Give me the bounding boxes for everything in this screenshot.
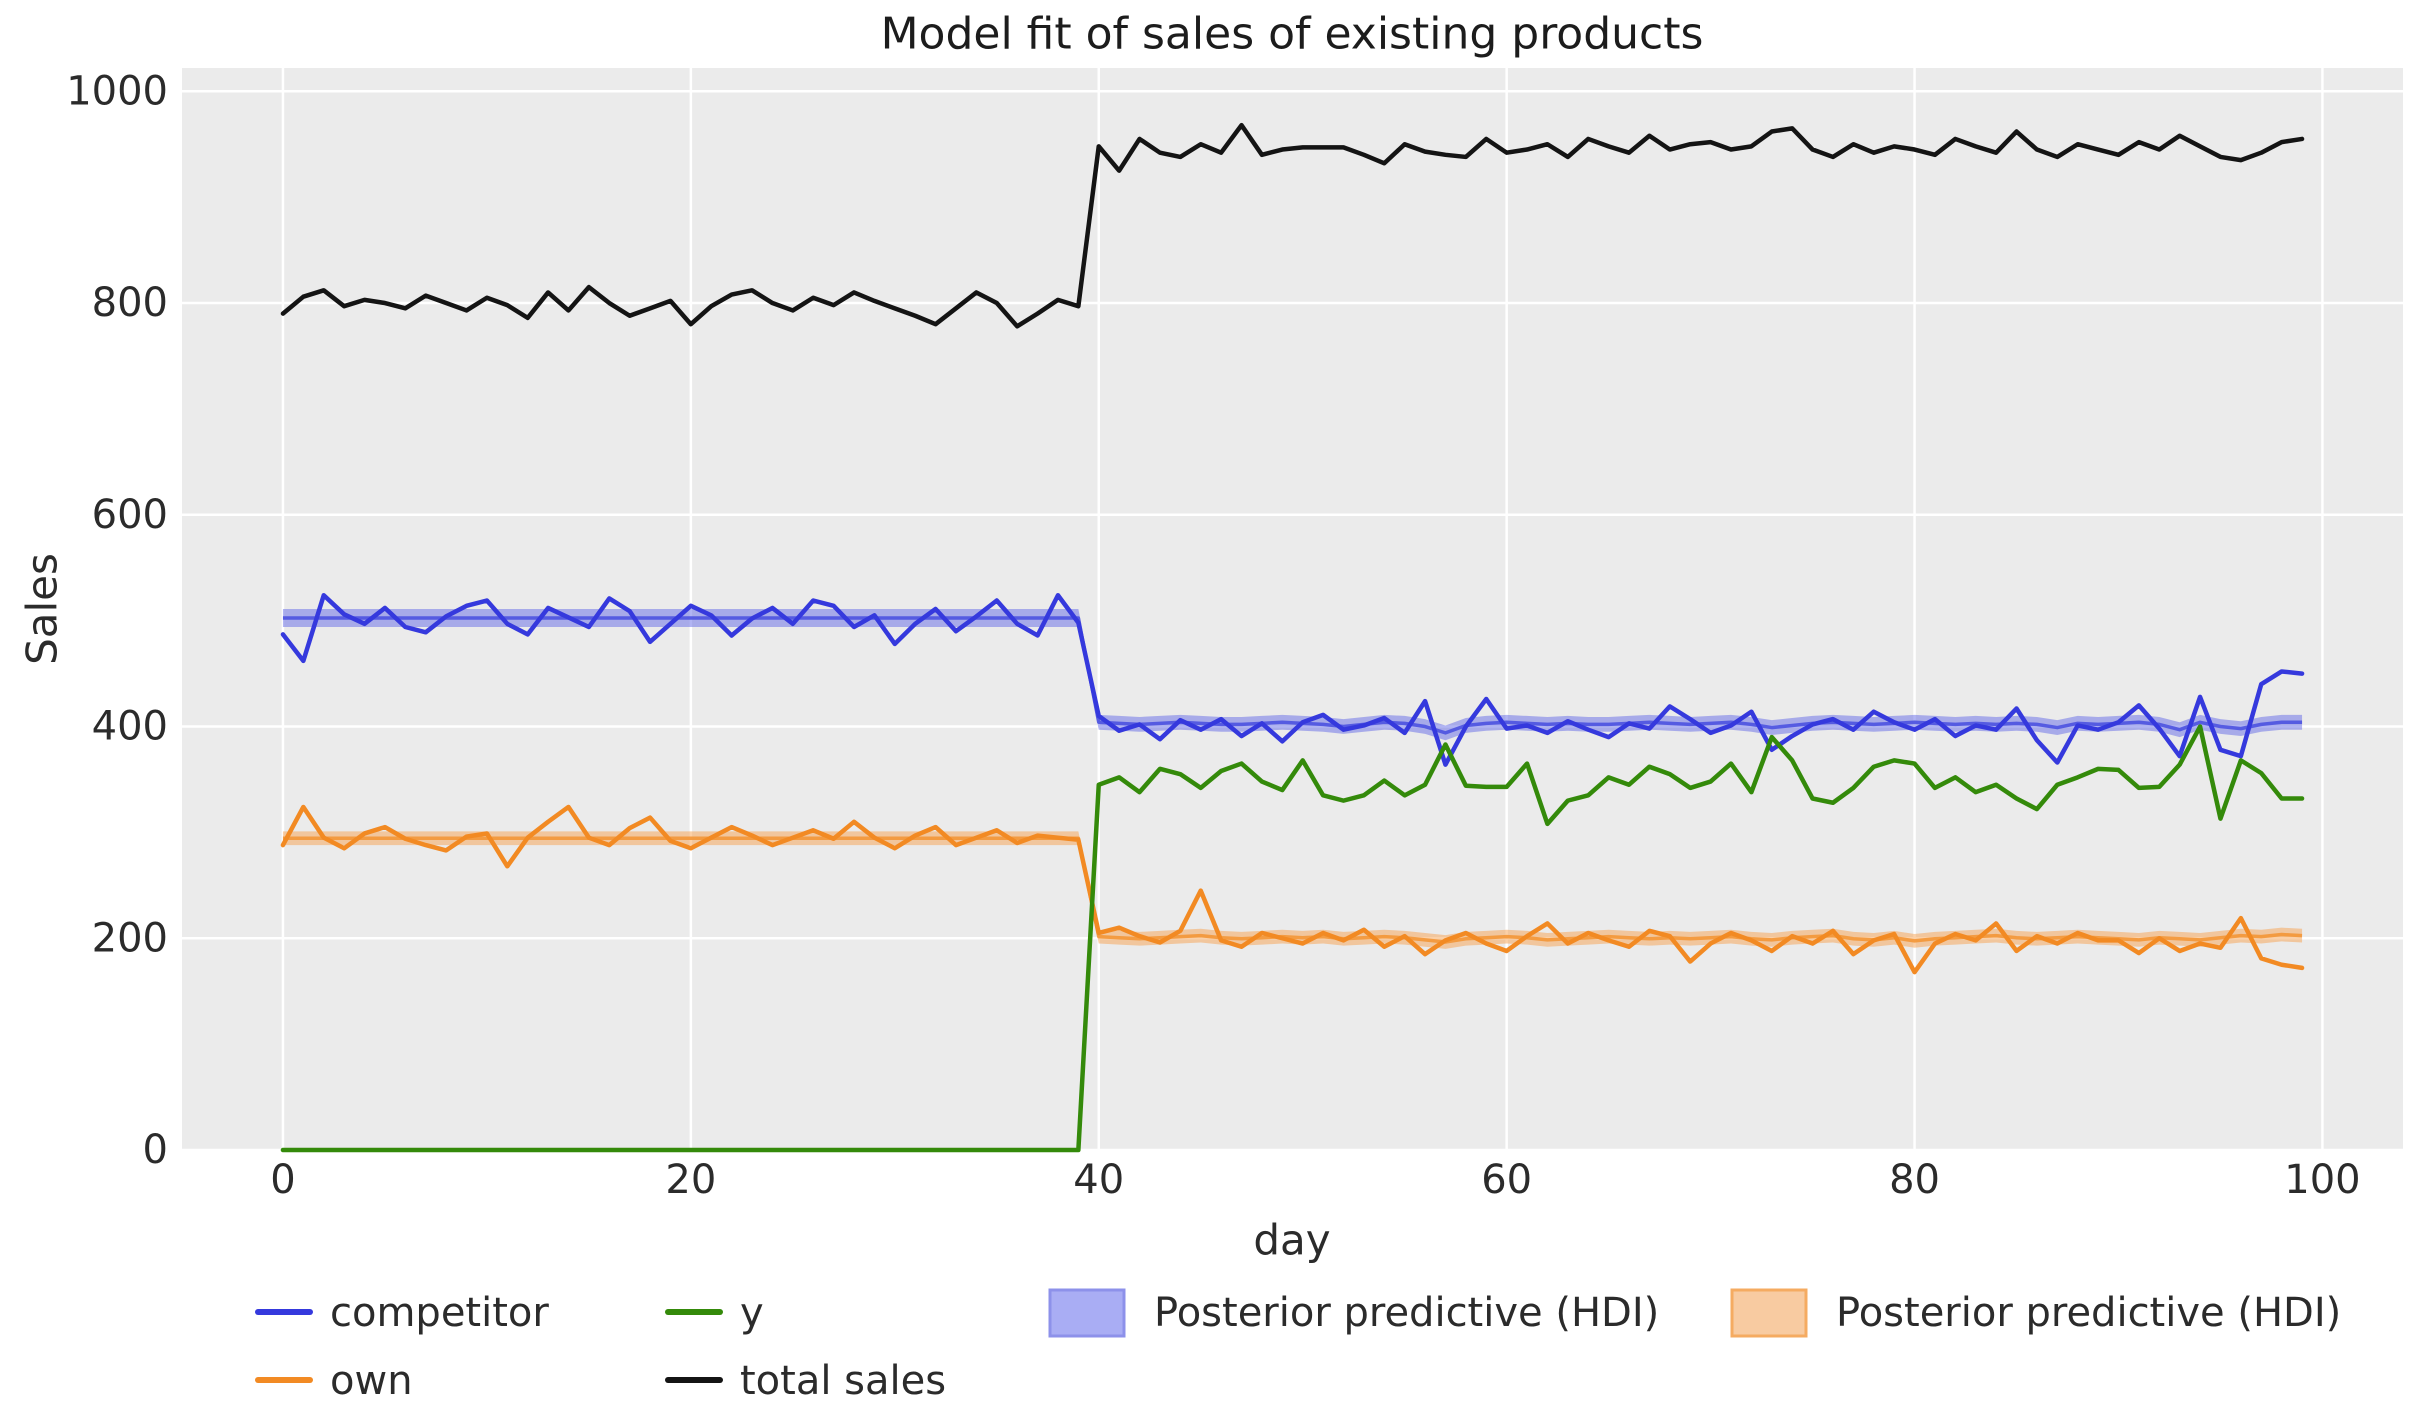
own-line-swatch bbox=[255, 1377, 313, 1383]
x-tick-label-40: 40 bbox=[1073, 1157, 1124, 1203]
y-tick-label-1000: 1000 bbox=[66, 68, 168, 114]
x-tick-label-20: 20 bbox=[665, 1157, 716, 1203]
y-tick-label-600: 600 bbox=[92, 492, 168, 538]
legend-label-posterior-predictive-blue: Posterior predictive (HDI) bbox=[1154, 1290, 1659, 1336]
y-line-swatch bbox=[665, 1309, 723, 1315]
legend-label-y: y bbox=[740, 1290, 764, 1336]
series-line-total-sales bbox=[280, 122, 2305, 329]
chart-title: Model fit of sales of existing products bbox=[881, 9, 1704, 60]
x-tick-label-0: 0 bbox=[270, 1157, 295, 1203]
y-tick-label-200: 200 bbox=[92, 915, 168, 961]
legend-item-competitor: competitor bbox=[255, 1290, 549, 1336]
legend-label-posterior-predictive-orange: Posterior predictive (HDI) bbox=[1836, 1290, 2341, 1336]
legend-item-posterior-predictive-blue: Posterior predictive (HDI) bbox=[1048, 1288, 1659, 1338]
y-tick-label-0: 0 bbox=[143, 1127, 168, 1173]
y-tick-label-400: 400 bbox=[92, 704, 168, 750]
y-axis-label: Sales bbox=[18, 553, 67, 665]
posterior-predictive-blue-patch-swatch bbox=[1048, 1288, 1126, 1338]
legend-item-own: own bbox=[255, 1358, 413, 1404]
legend-label-competitor: competitor bbox=[330, 1290, 549, 1336]
series-line-competitor bbox=[280, 592, 2305, 767]
legend-label-own: own bbox=[330, 1358, 413, 1404]
legend-item-posterior-predictive-orange: Posterior predictive (HDI) bbox=[1730, 1288, 2341, 1338]
x-tick-label-80: 80 bbox=[1889, 1157, 1940, 1203]
hdi-mean-line-competitor bbox=[282, 616, 2303, 735]
series-line-own bbox=[280, 804, 2305, 975]
legend-label-total-sales: total sales bbox=[740, 1358, 946, 1404]
x-tick-label-100: 100 bbox=[2284, 1157, 2360, 1203]
posterior-predictive-orange-patch-swatch bbox=[1730, 1288, 1808, 1338]
x-axis-label: day bbox=[1253, 1216, 1330, 1265]
legend-item-total-sales: total sales bbox=[665, 1358, 946, 1404]
total-sales-line-swatch bbox=[665, 1377, 723, 1383]
x-tick-label-60: 60 bbox=[1481, 1157, 1532, 1203]
series-line-y bbox=[280, 724, 2305, 1153]
data-layer bbox=[280, 122, 2305, 1153]
y-tick-label-800: 800 bbox=[92, 280, 168, 326]
competitor-line-swatch bbox=[255, 1309, 313, 1315]
legend-item-y: y bbox=[665, 1290, 764, 1336]
